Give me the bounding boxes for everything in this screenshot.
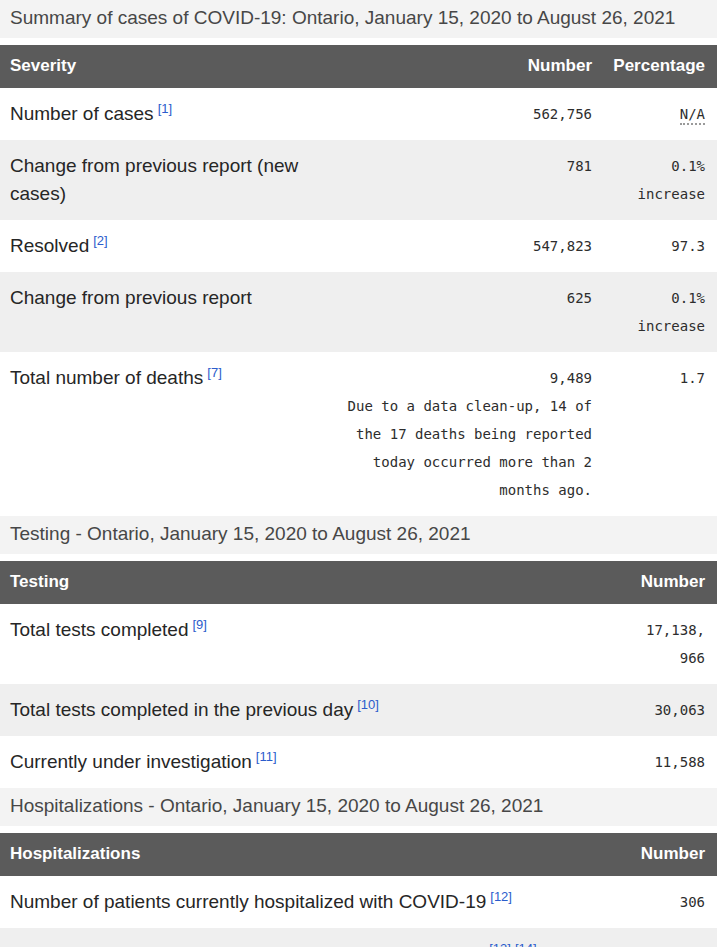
column-header-percentage: Percentage	[599, 45, 717, 88]
row-label: Total tests completed	[10, 619, 188, 640]
row-label: Change from previous report (new cases)	[10, 155, 298, 204]
number-cell: 158	[640, 928, 717, 947]
row-label: Currently under investigation	[10, 751, 252, 772]
footnote-link-10[interactable]: [10]	[357, 697, 379, 712]
footnote-ref: [1]	[158, 101, 172, 116]
column-header-number: Number	[640, 833, 717, 876]
row-label: Number of cases	[10, 103, 154, 124]
row-label: Number of patients currently hospitalize…	[10, 891, 486, 912]
section-title-summary: Summary of cases of COVID-19: Ontario, J…	[0, 0, 717, 38]
table-row: Number of patients currently hospitalize…	[0, 876, 717, 928]
footnote-ref: [12]	[490, 889, 512, 904]
table-row: Resolved [2] 547,823 97.3	[0, 220, 717, 272]
footnote-ref: [2]	[93, 233, 107, 248]
testing-cell: Total tests completed [9]	[0, 604, 640, 684]
number-cell: 625	[344, 272, 599, 352]
table-row: Total tests completed in the previous da…	[0, 684, 717, 736]
percentage-cell: 0.1% increase	[599, 140, 717, 220]
summary-header-row: Severity Number Percentage	[0, 45, 717, 88]
footnote-link-9[interactable]: [9]	[192, 617, 206, 632]
number-cell: 30,063	[640, 684, 717, 736]
number-cell: 11,588	[640, 736, 717, 788]
column-header-number: Number	[344, 45, 599, 88]
footnote-ref: [9]	[192, 617, 206, 632]
footnote-ref: [13]	[489, 941, 511, 947]
footnote-link-13[interactable]: [13]	[489, 941, 511, 947]
number-cell: 17,138,966	[640, 604, 717, 684]
percentage-cell: 97.3	[599, 220, 717, 272]
number-cell: 306	[640, 876, 717, 928]
footnote-ref: [14]	[515, 941, 537, 947]
footnote-ref: [11]	[256, 749, 277, 764]
footnote-link-14[interactable]: [14]	[515, 941, 537, 947]
footnote-link-11[interactable]: [11]	[256, 749, 277, 764]
table-row: Currently under investigation [11] 11,588	[0, 736, 717, 788]
number-cell: 547,823	[344, 220, 599, 272]
column-header-number: Number	[640, 561, 717, 604]
column-header-hospitalizations: Hospitalizations	[0, 833, 640, 876]
testing-table: Testing Number Total tests completed [9] …	[0, 561, 717, 788]
footnote-ref: [10]	[357, 697, 379, 712]
row-label: Total tests completed in the previous da…	[10, 699, 353, 720]
table-row: Total tests completed [9] 17,138,966	[0, 604, 717, 684]
footnote-link-1[interactable]: [1]	[158, 101, 172, 116]
table-row: Number of cases [1] 562,756 N/A	[0, 88, 717, 140]
number-cell: 9,489 Due to a data clean-up, 14 of the …	[344, 352, 599, 516]
section-title-hospitalizations: Hospitalizations - Ontario, January 15, …	[0, 788, 717, 826]
table-row: Total patients in ICU due to COVID-relat…	[0, 928, 717, 947]
severity-cell: Change from previous report	[0, 272, 344, 352]
deaths-number: 9,489	[550, 370, 592, 386]
number-cell: 781	[344, 140, 599, 220]
deaths-note: Due to a data clean-up, 14 of the 17 dea…	[344, 392, 592, 504]
section-title-testing: Testing - Ontario, January 15, 2020 to A…	[0, 516, 717, 554]
testing-header-row: Testing Number	[0, 561, 717, 604]
percentage-cell: N/A	[599, 88, 717, 140]
severity-cell: Number of cases [1]	[0, 88, 344, 140]
percentage-cell: 0.1% increase	[599, 272, 717, 352]
percentage-cell: 1.7	[599, 352, 717, 516]
row-label: Resolved	[10, 235, 89, 256]
severity-cell: Resolved [2]	[0, 220, 344, 272]
footnote-link-7[interactable]: [7]	[207, 365, 221, 380]
row-label: Total number of deaths	[10, 367, 203, 388]
severity-cell: Total number of deaths [7]	[0, 352, 344, 516]
footnote-ref: [7]	[207, 365, 221, 380]
hospitalizations-cell: Number of patients currently hospitalize…	[0, 876, 640, 928]
testing-cell: Currently under investigation [11]	[0, 736, 640, 788]
number-cell: 562,756	[344, 88, 599, 140]
column-header-testing: Testing	[0, 561, 640, 604]
na-abbr[interactable]: N/A	[680, 106, 705, 125]
hospitalizations-table: Hospitalizations Number Number of patien…	[0, 833, 717, 947]
hospitalizations-header-row: Hospitalizations Number	[0, 833, 717, 876]
row-label: Change from previous report	[10, 287, 252, 308]
severity-cell: Change from previous report (new cases)	[0, 140, 344, 220]
testing-cell: Total tests completed in the previous da…	[0, 684, 640, 736]
summary-table: Severity Number Percentage Number of cas…	[0, 45, 717, 516]
table-row: Change from previous report 625 0.1% inc…	[0, 272, 717, 352]
column-header-severity: Severity	[0, 45, 344, 88]
table-row: Change from previous report (new cases) …	[0, 140, 717, 220]
footnote-link-12[interactable]: [12]	[490, 889, 512, 904]
row-label: Total patients in ICU due to COVID-relat…	[10, 943, 485, 947]
hospitalizations-cell: Total patients in ICU due to COVID-relat…	[0, 928, 640, 947]
table-row: Total number of deaths [7] 9,489 Due to a…	[0, 352, 717, 516]
footnote-link-2[interactable]: [2]	[93, 233, 107, 248]
